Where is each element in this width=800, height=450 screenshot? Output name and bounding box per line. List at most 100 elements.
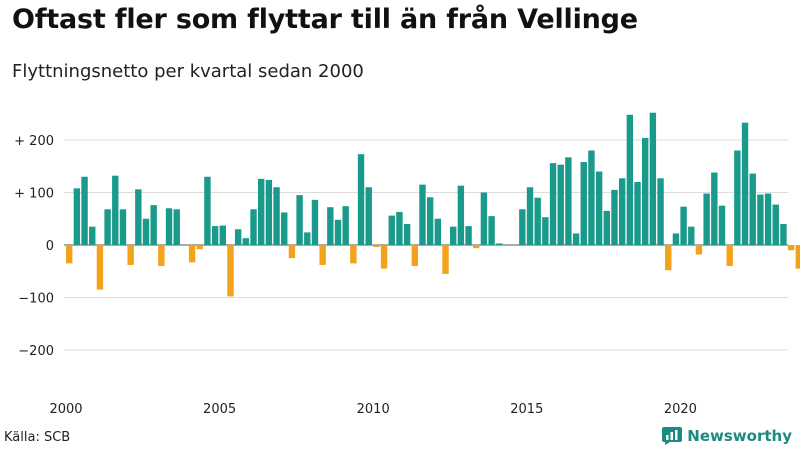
- bar: [588, 150, 595, 245]
- bar: [726, 245, 733, 266]
- bar: [227, 245, 234, 297]
- bar: [265, 179, 273, 245]
- bar: [73, 188, 81, 245]
- bar: [357, 154, 365, 246]
- bar: [618, 178, 626, 245]
- bar: [718, 205, 726, 246]
- bar: [380, 245, 388, 269]
- bar: [795, 245, 800, 269]
- bar: [626, 114, 634, 245]
- bar: [219, 225, 226, 245]
- bar: [142, 218, 150, 245]
- y-tick-label: −200: [18, 344, 54, 359]
- bar: [165, 208, 173, 245]
- x-tick-label: 2020: [664, 402, 697, 417]
- bar: [211, 226, 219, 245]
- bar: [780, 224, 787, 245]
- bar: [81, 176, 88, 245]
- bar: [565, 157, 572, 245]
- x-tick-label: 2000: [49, 402, 82, 417]
- bar: [473, 245, 480, 249]
- bar: [158, 245, 165, 266]
- bar: [204, 176, 211, 245]
- bar: [711, 172, 718, 245]
- bar: [557, 164, 564, 246]
- bar: [757, 194, 764, 245]
- bar: [688, 226, 695, 246]
- bar: [311, 199, 319, 245]
- bar: [749, 173, 756, 245]
- bar: [250, 209, 257, 245]
- bar: [442, 245, 449, 274]
- bar: [273, 187, 280, 245]
- bar: [365, 187, 372, 245]
- bar: [127, 245, 134, 265]
- bar: [304, 232, 311, 245]
- bar: [642, 137, 649, 245]
- bar: [450, 226, 457, 246]
- bar: [480, 192, 488, 245]
- bar: [741, 122, 749, 245]
- bar: [457, 185, 465, 246]
- bar: [764, 193, 772, 245]
- chart-subtitle: Flyttningsnetto per kvartal sedan 2000: [12, 61, 364, 82]
- y-tick-label: + 200: [14, 134, 54, 149]
- bar: [396, 211, 403, 246]
- bar: [434, 218, 442, 245]
- bar: [649, 112, 657, 245]
- bar-chart: + 200 + 100 0 −100 −200 2000 2005 2010 2015 2020: [14, 112, 800, 417]
- newsworthy-logo: Newsworthy: [662, 427, 792, 445]
- bar: [188, 245, 196, 263]
- brand-name: Newsworthy: [687, 427, 792, 445]
- bar: [242, 238, 250, 246]
- bar: [572, 233, 580, 245]
- bar: [112, 175, 119, 245]
- bar: [350, 245, 357, 264]
- x-tick-label: 2010: [357, 402, 390, 417]
- y-tick-label: −100: [18, 292, 54, 307]
- bar: [411, 245, 418, 266]
- bar: [135, 189, 142, 245]
- bar: [734, 150, 741, 245]
- bar: [426, 197, 434, 245]
- bar: [89, 226, 96, 246]
- bar: [549, 163, 557, 245]
- bar: [542, 217, 549, 246]
- bar: [96, 245, 104, 290]
- bar: [419, 184, 426, 246]
- y-tick-label: 0: [46, 239, 54, 254]
- bar: [611, 189, 618, 246]
- bars: [66, 112, 800, 297]
- bar: [496, 243, 503, 246]
- bar: [526, 187, 534, 245]
- bar: [519, 209, 526, 245]
- bar: [603, 210, 610, 246]
- bar: [104, 209, 111, 245]
- bar: [150, 205, 157, 245]
- bar: [534, 197, 541, 245]
- bar: [680, 206, 687, 246]
- bar: [296, 195, 303, 246]
- bar: [465, 226, 472, 245]
- bar: [173, 209, 180, 245]
- bar: [580, 162, 587, 245]
- bar: [281, 212, 288, 245]
- bar: [196, 245, 203, 250]
- bar: [703, 193, 710, 245]
- bar: [288, 245, 296, 259]
- newsworthy-chart-icon: [662, 427, 683, 445]
- axis-labels: + 200 + 100 0 −100 −200 2000 2005 2010 2015 2020: [14, 134, 697, 417]
- x-tick-label: 2005: [203, 402, 236, 417]
- bar: [373, 245, 380, 248]
- bar: [234, 229, 242, 245]
- source-label: Källa: SCB: [4, 430, 71, 445]
- bar: [634, 182, 641, 245]
- bar: [488, 216, 495, 246]
- bar: [595, 171, 603, 245]
- bar: [665, 245, 672, 271]
- bar: [66, 245, 73, 264]
- x-tick-label: 2015: [510, 402, 543, 417]
- bar: [672, 233, 680, 245]
- y-tick-label: + 100: [14, 187, 54, 202]
- gridlines: [64, 139, 788, 351]
